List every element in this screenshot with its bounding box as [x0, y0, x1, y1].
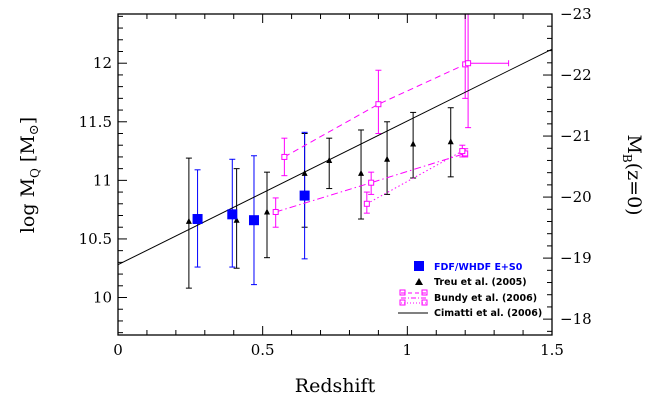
legend-label-cimatti: Cimatti et al. (2006): [434, 308, 542, 319]
y-axis-title-unit-close: ]: [17, 117, 39, 124]
y2-tick-label: −20: [560, 188, 592, 206]
fdf-point: [299, 190, 310, 201]
y2-axis-title-main: M: [623, 134, 645, 153]
y2-axis-title-rest: (z=0): [623, 163, 645, 216]
bundy-point: [459, 148, 466, 155]
y-tick-label: 11: [93, 171, 112, 189]
y-tick-label: 10: [93, 289, 112, 307]
y2-tick-label: −22: [560, 66, 592, 84]
plot-frame: [117, 13, 553, 336]
bundy-point: [375, 101, 382, 108]
x-tick-label: 0.5: [251, 341, 275, 359]
treu-point: [358, 169, 365, 176]
x-tick-label: 1: [403, 341, 413, 359]
series-layer: [118, 48, 552, 266]
y2-tick-label: −18: [560, 310, 592, 328]
y-axis-title: log MQ [M⊙]: [17, 117, 42, 233]
y2-axis-title-sub: B: [620, 154, 634, 163]
y-axis-title-sub: Q: [28, 168, 42, 178]
y-axis-title-main: log M: [17, 178, 39, 233]
bundy-point: [281, 153, 288, 160]
bundy-point: [368, 179, 375, 186]
bundy-point: [272, 208, 279, 215]
treu-point: [301, 169, 308, 176]
legend-label-bundy: Bundy et al. (2006): [434, 293, 537, 304]
bundy-dotted-line: [366, 150, 463, 205]
svg-text:MB(z=0): MB(z=0): [620, 134, 645, 215]
treu-point: [185, 217, 192, 224]
bundy-point: [363, 200, 370, 207]
bundy-dashdot-line: [275, 152, 466, 213]
x-tick-label: 0: [113, 341, 123, 359]
y2-tick-label: −19: [560, 249, 592, 267]
y2-axis-title: MB(z=0): [620, 134, 645, 215]
legend-marker-treu: [415, 278, 423, 285]
treu-point: [447, 138, 454, 145]
legend-label-treu: Treu et al. (2005): [434, 277, 527, 288]
y-tick-label: 10.5: [79, 230, 112, 248]
treu-point: [326, 156, 333, 163]
legend-marker-bundy: [399, 289, 428, 306]
fdf-point: [248, 215, 259, 226]
x-tick-label: 1.5: [540, 341, 564, 359]
fdf-point: [192, 214, 203, 225]
fdf-point: [227, 209, 238, 220]
legend-marker-fdf: [414, 261, 424, 271]
y-tick-label: 12: [93, 54, 112, 72]
y-axis-title-unit-open: [M: [17, 135, 39, 162]
treu-point: [264, 208, 271, 215]
x-axis-title: Redshift: [295, 375, 376, 397]
y2-tick-label: −21: [560, 127, 592, 145]
svg-text:log MQ [M⊙]: log MQ [M⊙]: [17, 117, 42, 233]
y-axis-title-unit-symbol: ⊙: [27, 124, 42, 135]
legend: FDF/WHDF E+S0 Treu et al. (2005) Bundy e…: [398, 261, 542, 319]
y2-tick-label: −23: [560, 5, 592, 23]
bundy-point: [465, 60, 472, 67]
y-tick-label: 11.5: [79, 113, 112, 131]
bundy-dashed-line: [284, 62, 469, 158]
cimatti-relation-line: [118, 48, 552, 266]
legend-label-fdf: FDF/WHDF E+S0: [434, 262, 523, 273]
treu-point: [233, 216, 240, 223]
treu-point: [384, 155, 391, 162]
treu-point: [410, 140, 417, 147]
